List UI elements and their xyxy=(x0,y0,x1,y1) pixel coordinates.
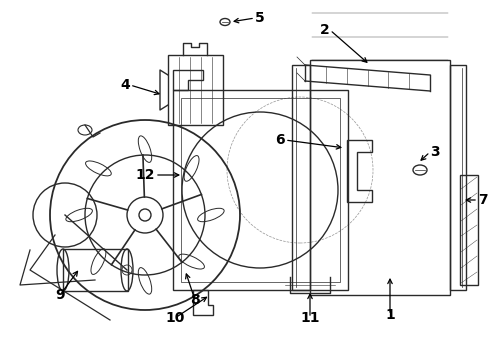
Bar xyxy=(460,175,478,285)
Text: 4: 4 xyxy=(120,78,130,92)
Bar xyxy=(450,65,466,290)
Bar xyxy=(168,55,223,125)
Text: 1: 1 xyxy=(385,308,395,322)
Text: 8: 8 xyxy=(190,293,200,307)
Text: 9: 9 xyxy=(55,288,65,302)
Text: 7: 7 xyxy=(478,193,488,207)
Text: 5: 5 xyxy=(255,11,265,25)
Bar xyxy=(292,65,310,290)
Text: 12: 12 xyxy=(136,168,155,182)
Bar xyxy=(310,60,450,295)
Bar xyxy=(173,90,348,290)
Text: 2: 2 xyxy=(320,23,330,37)
Text: 6: 6 xyxy=(275,133,285,147)
Text: 3: 3 xyxy=(430,145,440,159)
Text: 11: 11 xyxy=(300,311,320,325)
Bar xyxy=(63,249,128,291)
Text: 10: 10 xyxy=(165,311,185,325)
Bar xyxy=(181,98,340,282)
